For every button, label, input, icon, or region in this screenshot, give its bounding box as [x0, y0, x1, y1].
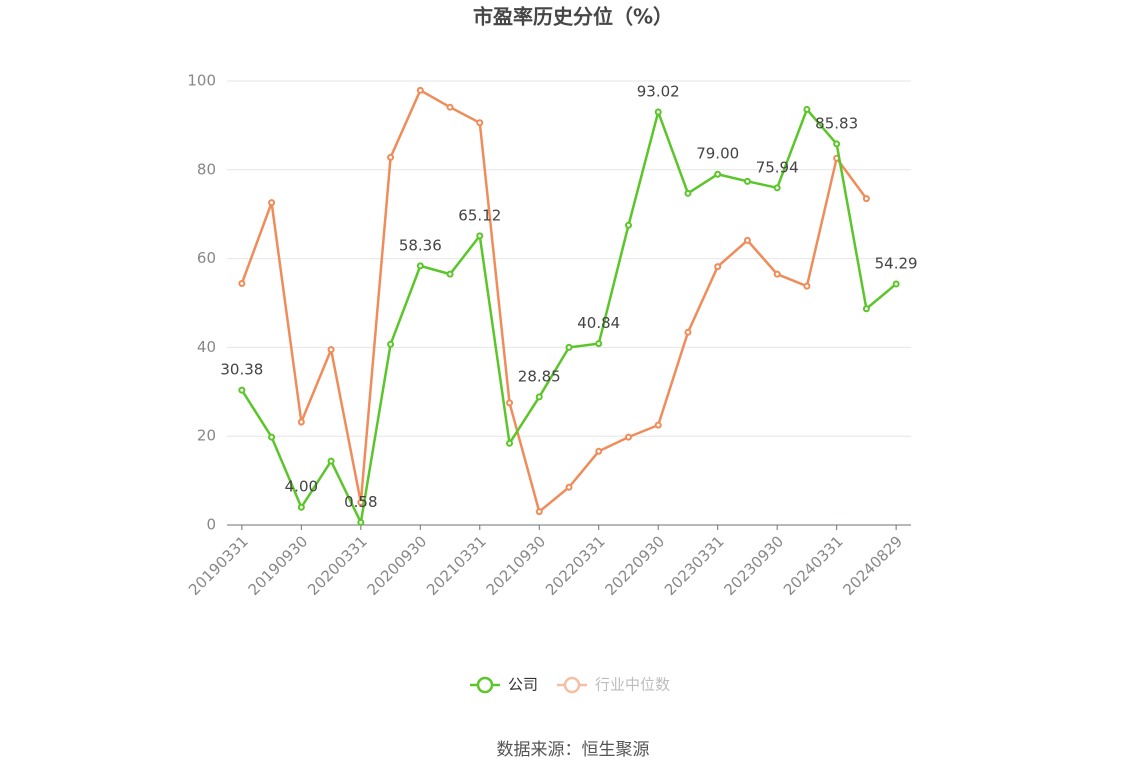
data-label: 85.83: [815, 114, 858, 132]
x-tick-label: 20200930: [364, 532, 431, 599]
legend-marker: [476, 676, 494, 694]
data-point: [803, 105, 811, 113]
data-label: 4.00: [285, 478, 318, 496]
x-tick-label: 20190930: [245, 532, 312, 599]
data-point: [297, 503, 305, 511]
legend-label: 公司: [508, 676, 538, 694]
x-tick-label: 20220930: [602, 532, 669, 599]
data-point: [387, 340, 395, 348]
data-point: [684, 189, 692, 197]
data-point: [624, 221, 632, 229]
data-point: [535, 508, 543, 516]
y-tick-label: 100: [187, 72, 216, 90]
data-point: [684, 328, 692, 336]
data-point: [803, 282, 811, 290]
data-point: [654, 421, 662, 429]
data-point: [476, 232, 484, 240]
data-point: [773, 184, 781, 192]
y-tick-label: 0: [206, 516, 216, 534]
data-point: [238, 279, 246, 287]
data-point: [773, 270, 781, 278]
y-tick-label: 20: [197, 427, 216, 445]
x-tick-label: 20230930: [720, 532, 787, 599]
data-point: [595, 447, 603, 455]
data-point: [565, 483, 573, 491]
data-label: 40.84: [577, 314, 620, 332]
data-point: [327, 457, 335, 465]
data-label: 65.12: [458, 206, 501, 224]
y-tick-label: 40: [197, 338, 216, 356]
chart-title: 市盈率历史分位（%）: [473, 5, 673, 29]
x-tick-label: 20230331: [661, 532, 728, 599]
x-tick-label: 20240829: [839, 532, 906, 599]
data-label: 0.58: [344, 493, 377, 511]
x-tick-label: 20240331: [780, 532, 847, 599]
data-point: [268, 433, 276, 441]
data-point: [416, 262, 424, 270]
x-tick-label: 20220331: [542, 532, 609, 599]
source-note: 数据来源：恒生聚源: [497, 740, 650, 760]
data-label: 58.36: [399, 236, 442, 254]
y-tick-label: 60: [197, 249, 216, 267]
data-point: [535, 393, 543, 401]
data-point: [595, 340, 603, 348]
data-label: 75.94: [756, 158, 799, 176]
data-point: [416, 86, 424, 94]
data-point: [357, 518, 365, 526]
data-point: [862, 305, 870, 313]
data-point: [446, 103, 454, 111]
data-label: 30.38: [220, 361, 263, 379]
x-tick-label: 20200331: [304, 532, 371, 599]
data-point: [862, 195, 870, 203]
data-point: [327, 346, 335, 354]
data-label: 79.00: [696, 145, 739, 163]
data-point: [476, 119, 484, 127]
data-point: [387, 153, 395, 161]
x-tick-label: 20210331: [423, 532, 490, 599]
data-point: [565, 343, 573, 351]
data-point: [892, 280, 900, 288]
x-tick-label: 20210930: [483, 532, 550, 599]
data-point: [446, 270, 454, 278]
data-point: [238, 386, 246, 394]
legend-label: 行业中位数: [595, 676, 670, 694]
data-point: [297, 418, 305, 426]
data-label: 93.02: [637, 82, 680, 100]
data-point: [743, 177, 751, 185]
data-point: [506, 439, 514, 447]
data-point: [268, 199, 276, 207]
data-label: 28.85: [518, 367, 561, 385]
legend-marker: [563, 676, 581, 694]
data-point: [714, 263, 722, 271]
y-tick-label: 80: [197, 160, 216, 178]
data-point: [506, 399, 514, 407]
data-point: [624, 433, 632, 441]
legend-item[interactable]: 公司: [470, 676, 538, 694]
series-line: [240, 88, 868, 514]
data-point: [743, 236, 751, 244]
data-label: 54.29: [875, 254, 918, 272]
x-tick-label: 20190331: [185, 532, 252, 599]
legend-item[interactable]: 行业中位数: [557, 676, 670, 694]
data-point: [654, 108, 662, 116]
data-point: [714, 170, 722, 178]
data-point: [833, 140, 841, 148]
